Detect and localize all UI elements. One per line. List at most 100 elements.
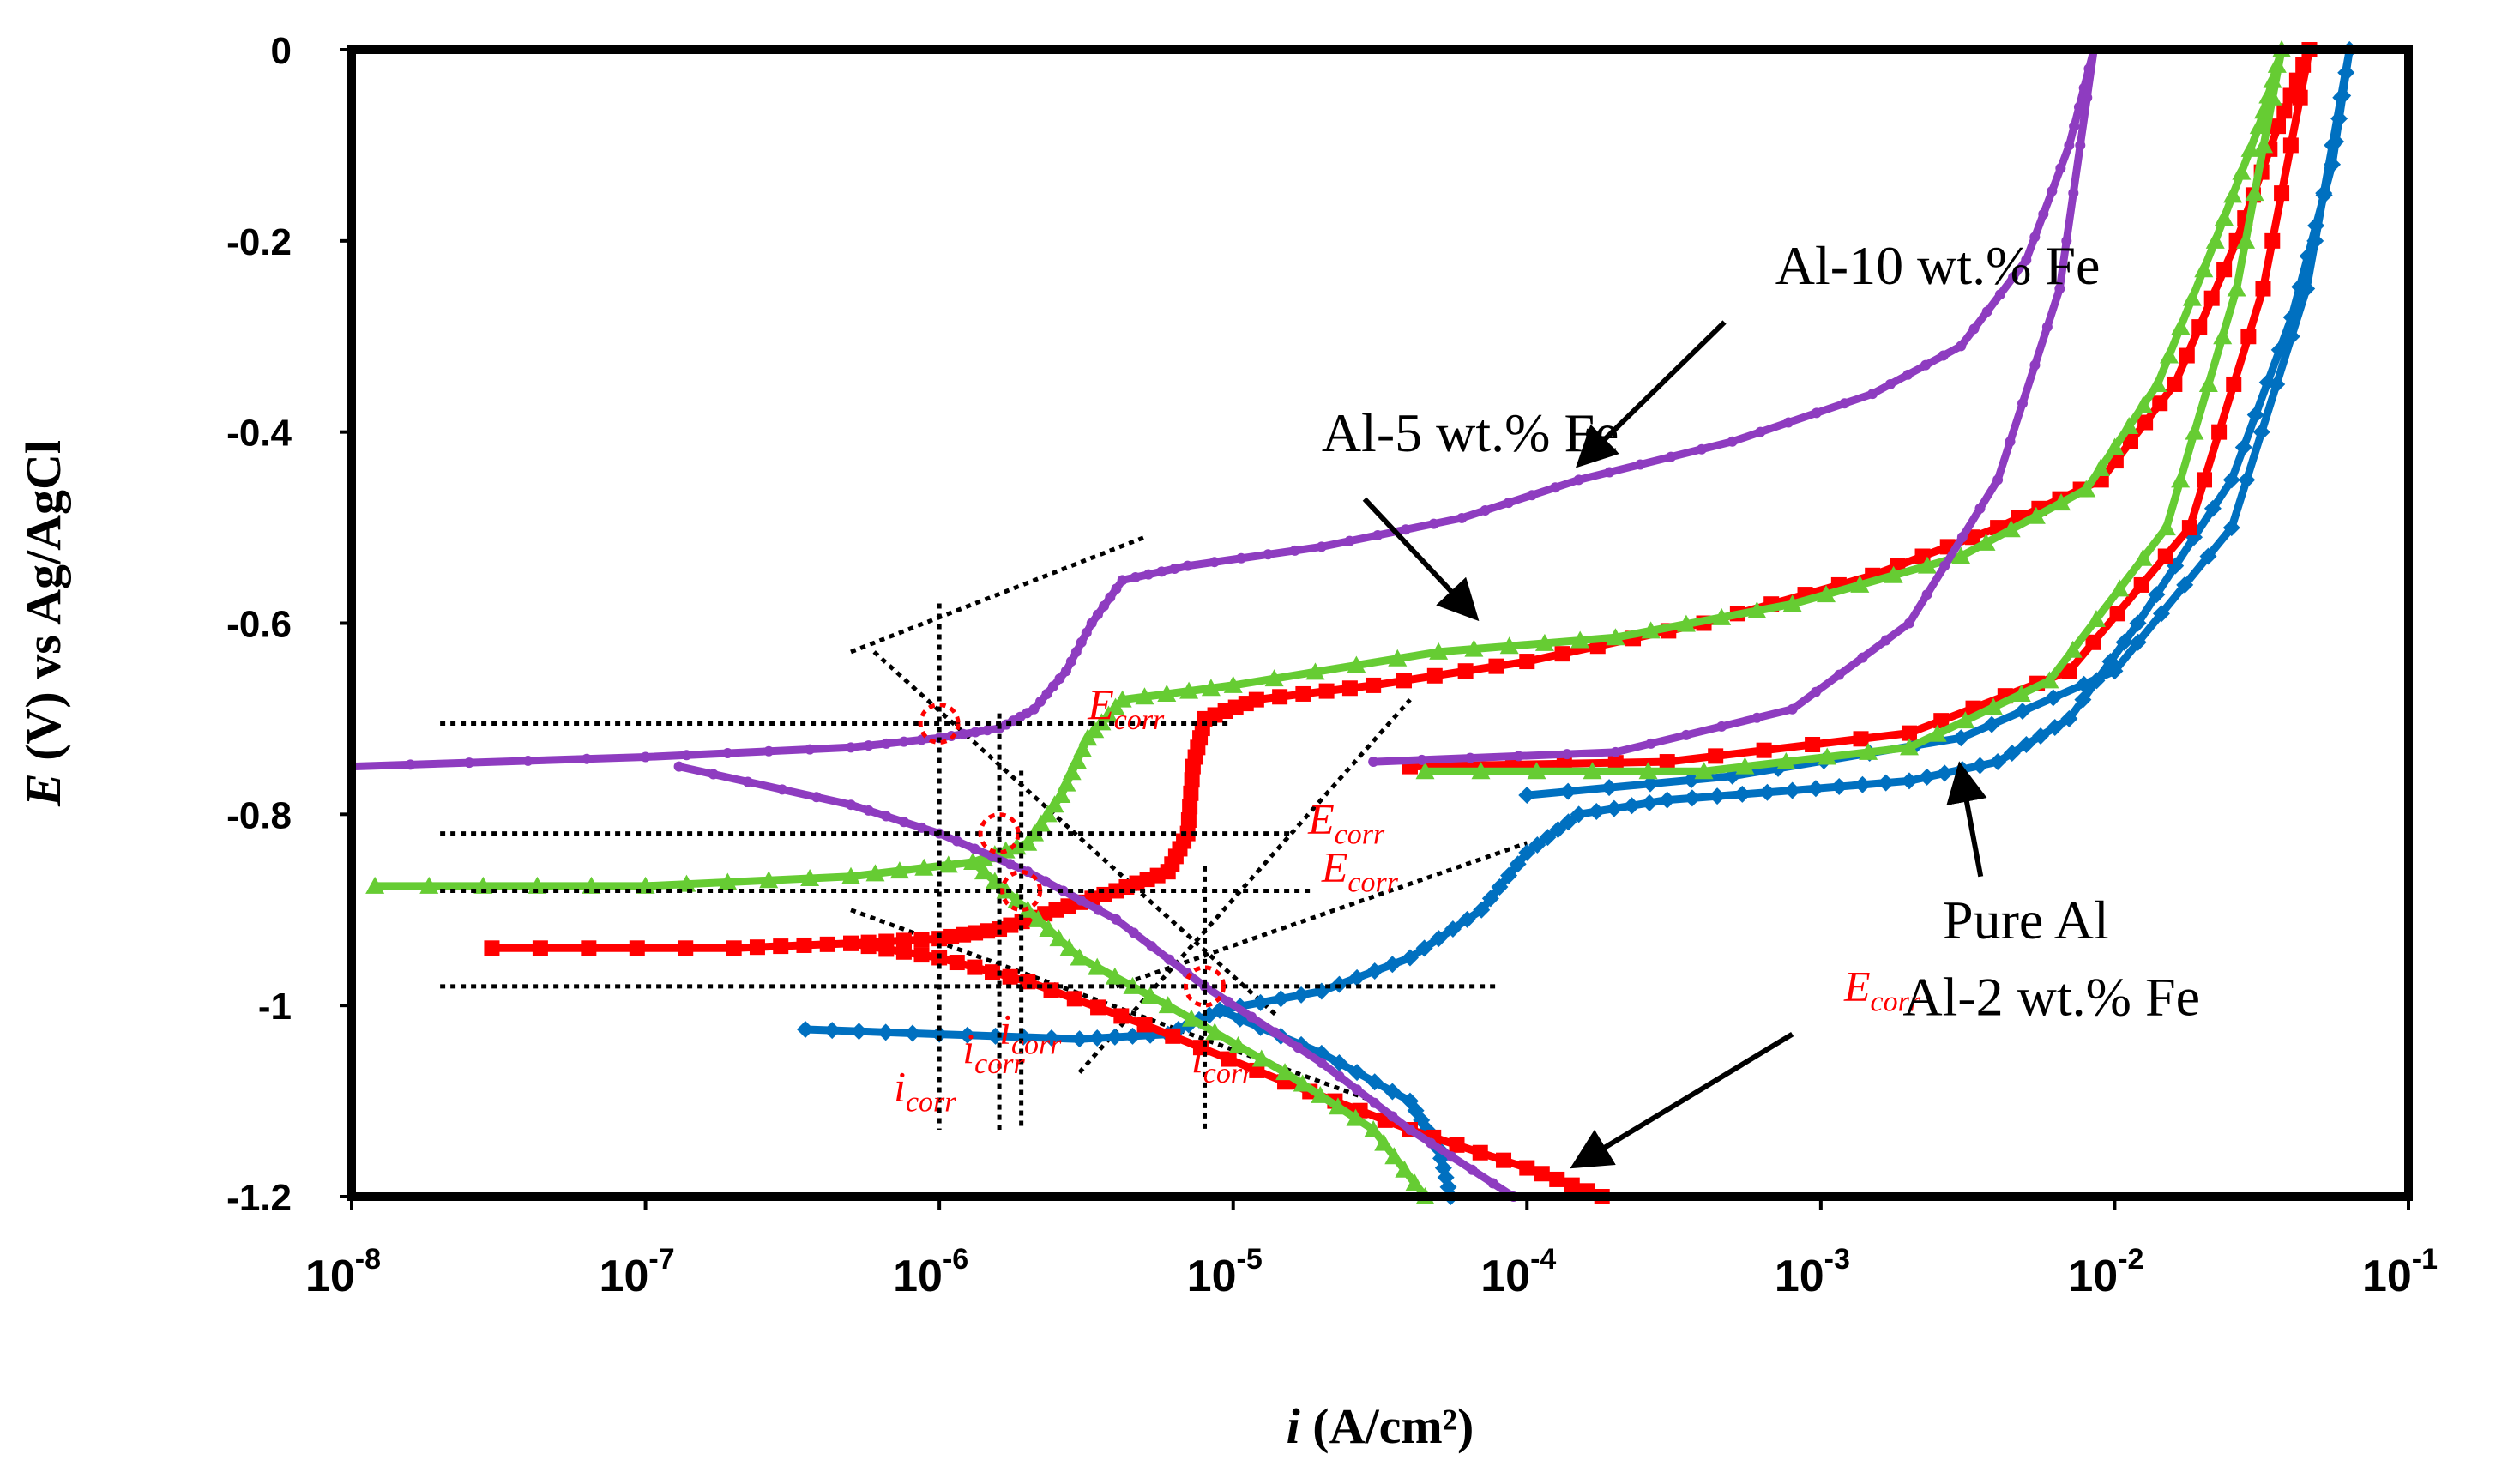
data-point [2274,185,2290,202]
annotation-arrow [1946,761,1987,878]
data-point [1956,341,1967,352]
data-point [2232,162,2252,180]
data-point [1806,780,1824,798]
x-tick-label: 10-2 [2068,1243,2143,1301]
series-annotations: Al-10 wt.% Fe Al-5 wt.% Fe Pure Al Al-2 wt.… [1322,235,2200,1169]
data-point [2137,414,2154,431]
data-point [1867,389,1878,400]
data-point [1992,474,2004,486]
data-point [2324,136,2342,154]
data-point [956,926,972,943]
data-point [1042,1029,1060,1047]
data-point [1449,1137,1465,1153]
data-point [1951,546,1971,564]
data-point [528,876,547,894]
data-point [1057,774,1076,792]
data-point [681,750,692,761]
data-point [2159,346,2179,364]
data-point [800,868,820,886]
data-point [2182,288,2202,306]
corr-label-symbol: E [1307,795,1335,843]
data-point [2017,735,2035,753]
data-point [1429,642,1449,660]
x-tick-exponent: -7 [648,1243,674,1276]
data-point [2246,406,2264,424]
data-point [1416,754,1427,765]
data-point [2282,137,2299,154]
data-point [1156,566,1167,577]
data-point [1330,1054,1348,1072]
data-point [1228,1035,1248,1053]
data-point [1676,614,1696,632]
data-point [2222,519,2240,537]
data-point [1368,757,1379,768]
data-point [2090,459,2110,477]
x-axis-title-symbol: i [1287,1398,1300,1454]
x-axis-title: i (A/cm²) [1287,1398,1474,1454]
data-point [2198,374,2218,392]
data-point [1588,802,1606,820]
data-point [1503,498,1514,509]
data-point [1776,752,1796,770]
data-point [2240,329,2257,345]
data-point [1971,757,1989,775]
data-point [2255,281,2271,297]
data-point [1500,866,1518,884]
data-point [1641,621,1661,639]
data-point [805,744,816,755]
data-series [347,40,2359,1205]
data-point [1635,459,1646,470]
data-point [1076,895,1087,906]
data-point [2234,438,2252,456]
data-point [1264,669,1284,687]
data-point [1088,1029,1106,1047]
data-point [1519,1160,1535,1176]
data-point [1060,666,1071,677]
data-point [2026,506,2046,524]
x-tick-base: 10 [893,1252,943,1301]
data-point [1002,968,1018,985]
data-point [1559,782,1577,800]
tafel-line [1115,841,1528,989]
data-point [1400,524,1411,535]
data-point [2222,471,2240,489]
data-point [2236,231,2256,249]
data-point [1747,601,1767,619]
intersection-marker [918,702,961,745]
data-point [1146,941,1157,952]
data-point [1519,654,1535,670]
corr-label: Ecorr [1307,795,1385,851]
data-point [951,836,962,847]
data-point [473,876,493,894]
data-point [1205,1023,1225,1041]
x-tick-exponent: -1 [2412,1243,2438,1276]
data-point [2191,319,2208,335]
data-point [1182,799,1198,815]
corr-label: Ecorr [1843,962,1921,1018]
data-point [1751,712,1763,723]
series-line [805,49,2354,1043]
data-point [1263,549,1274,560]
data-point [1062,763,1082,781]
data-point [2227,279,2246,297]
data-point [1487,1178,1498,1189]
y-tick-label: -0.6 [226,604,292,646]
data-point [2270,118,2287,135]
data-point [763,745,775,757]
data-point [2109,606,2125,622]
data-point [2268,375,2286,393]
data-point [1605,799,1623,817]
data-point [2332,88,2350,106]
data-point [581,940,597,956]
x-tick-base: 10 [600,1252,649,1301]
data-point [1607,755,1624,771]
data-point [1682,771,1700,789]
data-point [2181,520,2197,536]
data-point [903,1024,921,1042]
data-point [1164,954,1175,965]
data-point [677,874,696,892]
data-point [1067,751,1087,769]
data-point [1457,663,1474,679]
data-point [881,738,892,749]
data-point [1004,859,1016,870]
